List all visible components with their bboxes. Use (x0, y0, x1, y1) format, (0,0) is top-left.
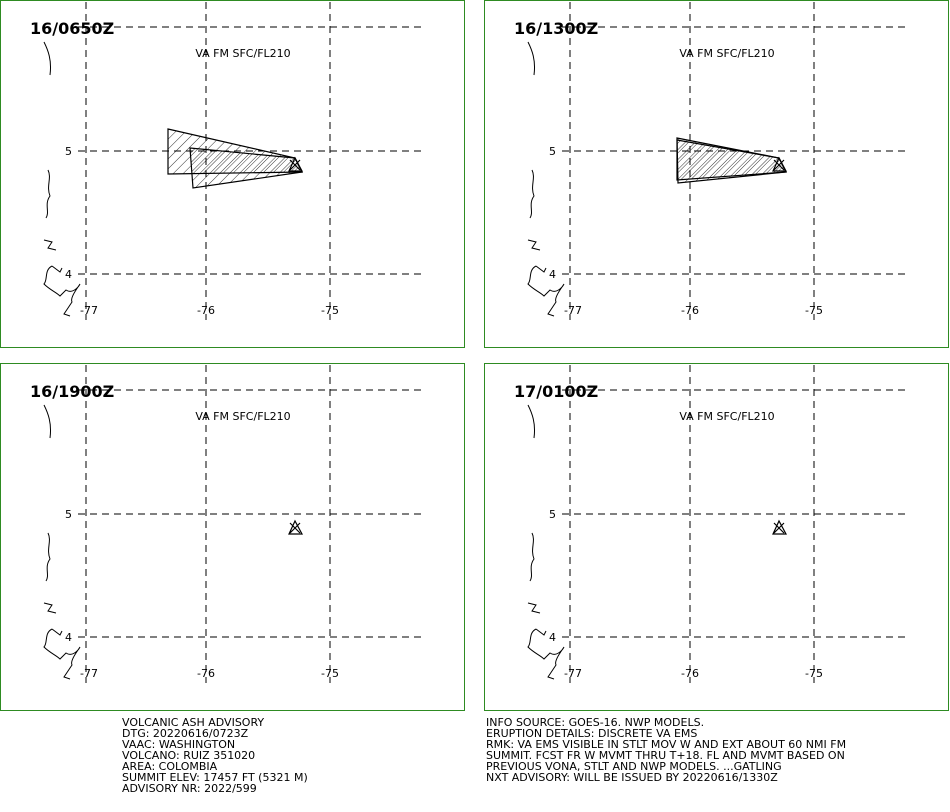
panel-frame (0, 0, 465, 348)
lon-label: -76 (197, 304, 215, 317)
panel-frame (0, 363, 465, 711)
lon-label: -75 (805, 667, 823, 680)
advisory-line: INFO SOURCE: GOES-16. NWP MODELS. (486, 716, 704, 729)
lon-label: -77 (564, 667, 582, 680)
advisory-line: VOLCANO: RUIZ 351020 (122, 749, 255, 762)
lon-label: -77 (80, 304, 98, 317)
lon-label: -76 (681, 667, 699, 680)
volcano-symbol (772, 519, 788, 535)
panel-frame (484, 0, 949, 348)
flight-level: VA FM SFC/FL210 (195, 47, 290, 60)
ash-area (189, 147, 303, 189)
lat-label: 4 (65, 631, 72, 644)
flight-level: VA FM SFC/FL210 (679, 410, 774, 423)
lon-label: -75 (321, 667, 339, 680)
panel-frame (484, 363, 949, 711)
lat-label: 5 (65, 508, 72, 521)
lon-label: -77 (80, 667, 98, 680)
flight-level: VA FM SFC/FL210 (195, 410, 290, 423)
advisory-line: SUMMIT ELEV: 17457 FT (5321 M) (122, 771, 308, 784)
lat-label: 4 (549, 268, 556, 281)
map-panel: 17/0100Z VA FM SFC/FL210 5 4 -77 -76 -75 (484, 137, 949, 711)
map-panel: 16/1900Z VA FM SFC/FL210 5 4 -77 -76 -75 (0, 147, 465, 711)
advisory-line: DTG: 20220616/0723Z (122, 727, 249, 740)
lat-label: 4 (549, 631, 556, 644)
advisory-line: NXT ADVISORY: WILL BE ISSUED BY 20220616… (486, 771, 778, 784)
advisory-line: AREA: COLOMBIA (122, 760, 218, 773)
coastline (43, 404, 81, 680)
lon-label: -76 (681, 304, 699, 317)
lat-label: 5 (549, 508, 556, 521)
coastline (527, 41, 565, 317)
lon-label: -76 (197, 667, 215, 680)
valid-time: 16/1300Z (514, 19, 598, 38)
lat-label: 5 (65, 145, 72, 158)
lon-label: -75 (805, 304, 823, 317)
valid-time: 16/1900Z (30, 382, 114, 401)
advisory-line: PREVIOUS VONA, STLT AND NWP MODELS. ...G… (486, 760, 782, 773)
advisory-line: SUMMIT. FCST FR W MVMT THRU T+18. FL AND… (486, 749, 845, 762)
advisory-line: RMK: VA EMS VISIBLE IN STLT MOV W AND EX… (486, 738, 846, 751)
flight-level: VA FM SFC/FL210 (679, 47, 774, 60)
advisory-line: VAAC: WASHINGTON (122, 738, 235, 751)
advisory-line: VOLCANIC ASH ADVISORY (122, 716, 264, 729)
ash-area (676, 137, 787, 184)
lon-label: -75 (321, 304, 339, 317)
valid-time: 17/0100Z (514, 382, 598, 401)
coastline (43, 41, 81, 317)
volcano-symbol (288, 519, 304, 535)
advisory-line: ERUPTION DETAILS: DISCRETE VA EMS (486, 727, 697, 740)
valid-time: 16/0650Z (30, 19, 114, 38)
advisory-line: ADVISORY NR: 2022/599 (122, 782, 257, 795)
coastline (527, 404, 565, 680)
lat-label: 4 (65, 268, 72, 281)
lon-label: -77 (564, 304, 582, 317)
lat-label: 5 (549, 145, 556, 158)
